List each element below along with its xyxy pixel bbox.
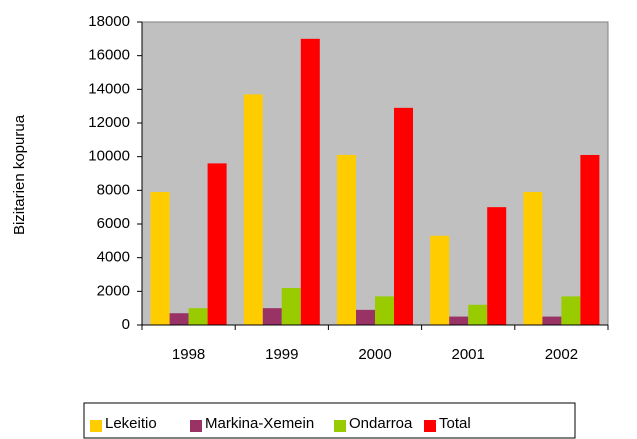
y-tick-label: 0 xyxy=(122,316,130,333)
bar xyxy=(281,287,301,325)
x-tick-label: 1998 xyxy=(172,346,205,363)
bar xyxy=(262,308,282,325)
bar xyxy=(375,296,394,325)
x-tick-label: 2002 xyxy=(545,346,578,363)
x-tick-label: 1999 xyxy=(265,346,298,363)
legend-swatch xyxy=(424,420,436,432)
bar xyxy=(150,192,170,325)
bar xyxy=(356,309,375,325)
bar xyxy=(430,235,450,325)
y-tick-label: 6000 xyxy=(97,215,130,232)
legend-label: Ondarroa xyxy=(349,415,413,432)
y-tick-label: 2000 xyxy=(97,282,130,299)
bar xyxy=(561,296,581,325)
x-tick-label: 2000 xyxy=(358,346,391,363)
legend-swatch xyxy=(334,420,346,432)
legend-label: Markina-Xemein xyxy=(205,415,314,432)
bar xyxy=(188,308,208,325)
y-axis-label: Bizitarien kopurua xyxy=(11,114,28,235)
bar xyxy=(523,192,543,325)
bar xyxy=(243,94,263,325)
legend-label: Total xyxy=(439,415,471,432)
bar xyxy=(169,313,189,325)
bar xyxy=(394,107,413,325)
y-tick-label: 12000 xyxy=(88,114,130,131)
bar xyxy=(300,38,320,325)
legend-swatch xyxy=(90,420,102,432)
bar xyxy=(487,207,507,325)
y-tick-label: 8000 xyxy=(97,181,130,198)
y-tick-label: 14000 xyxy=(88,80,130,97)
bar xyxy=(580,154,600,325)
bar xyxy=(449,316,469,325)
bar xyxy=(337,154,356,325)
legend-swatch xyxy=(190,420,202,432)
y-tick-label: 10000 xyxy=(88,148,130,165)
bar xyxy=(207,163,227,325)
y-tick-label: 16000 xyxy=(88,47,130,64)
y-tick-label: 4000 xyxy=(97,249,130,266)
x-tick-label: 2001 xyxy=(452,346,485,363)
bar xyxy=(468,304,488,325)
y-tick-label: 18000 xyxy=(88,13,130,30)
legend-box xyxy=(83,402,576,439)
bar xyxy=(542,316,562,325)
legend-label: Lekeitio xyxy=(105,415,157,432)
